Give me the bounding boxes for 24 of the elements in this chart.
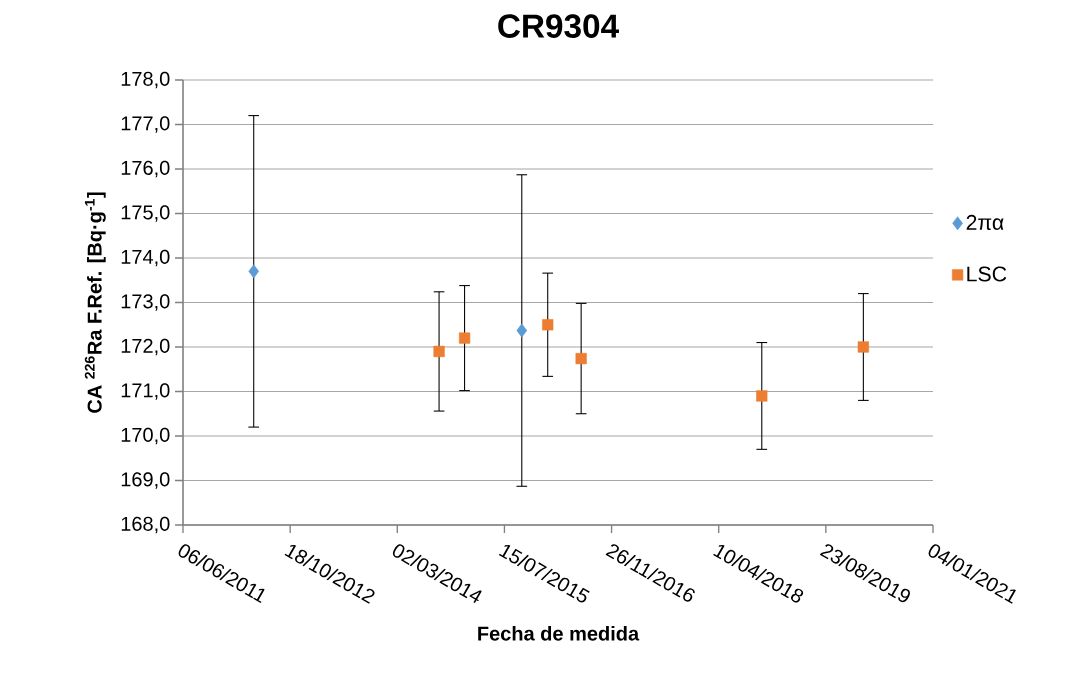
y-tick-label: 176,0 (121, 160, 170, 178)
y-tick-label: 174,0 (121, 249, 170, 267)
y-tick-label: 170,0 (121, 427, 170, 445)
point (433, 345, 445, 358)
y-tick-label: 177,0 (121, 116, 170, 133)
point (248, 264, 259, 279)
y-tick-label: 172,0 (121, 338, 170, 356)
legend-label: LSC (967, 266, 1007, 282)
y-tick-label: 173,0 (121, 294, 170, 311)
y-axis-title: CA $^{226}$Ra F.Ref. [Bq·g$^{-1}$] (84, 192, 106, 413)
legend-label: 2πα (966, 214, 1004, 230)
point (857, 341, 869, 353)
point (516, 323, 528, 338)
y-tick-label: 168,0 (121, 516, 170, 534)
point (756, 390, 768, 402)
point (458, 332, 471, 344)
y-tick-label: 178,0 (121, 71, 170, 89)
point (575, 352, 587, 365)
y-tick-label: 171,0 (121, 383, 170, 400)
point (542, 319, 554, 331)
y-tick-label: 169,0 (121, 472, 170, 489)
chart-title: CR9304 (498, 14, 619, 38)
y-tick-label: 175,0 (121, 205, 170, 222)
x-axis-title: Fecha de medida (478, 625, 640, 641)
